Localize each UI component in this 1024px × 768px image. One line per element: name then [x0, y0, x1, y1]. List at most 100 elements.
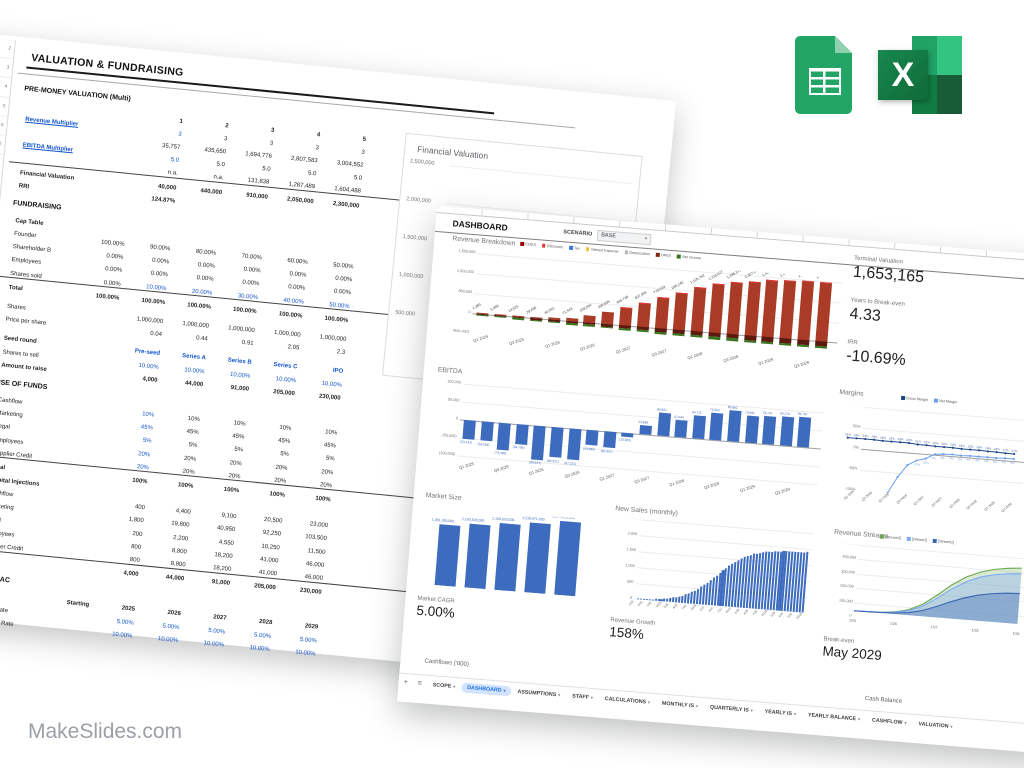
sheet-tab-scope[interactable]: SCOPE ▾ — [426, 679, 461, 692]
y-tick-label: 500,000 — [394, 309, 416, 318]
revenue-streams-chart[interactable]: Revenue Streams [Stream3] [stream2] [Strea… — [825, 529, 1024, 663]
row-number: 2 — [0, 38, 16, 60]
y-tick-label: 2,500 — [628, 517, 639, 521]
x-axis-label: 2027 — [497, 592, 508, 598]
tab-label: STAFF — [571, 692, 590, 701]
value-label: 84,797 — [797, 411, 808, 417]
sheet-tab-monthly-is[interactable]: MONTHLY IS ▾ — [656, 698, 705, 712]
value-label: (45,647) — [600, 448, 613, 454]
svg-text:24%: 24% — [871, 435, 878, 439]
sheets-grid-glyph — [809, 68, 841, 95]
scenario-select[interactable]: BASE ▾ — [596, 229, 652, 245]
sheet-tab-yearly-balance[interactable]: YEARLY BALANCE ▾ — [802, 709, 867, 724]
makeslides-logo[interactable]: MakeSlides.com — [28, 720, 183, 743]
x-axis-label: 1/25 — [627, 599, 635, 607]
value-label: (54,794) — [512, 444, 525, 450]
margins-chart[interactable]: Margins Gross Margin Net Margin 100% 50% 0%… — [829, 389, 1024, 542]
bar — [672, 291, 688, 332]
plot-area: 1,051,265,000 2025 1,103,828,000 2026 1,159,… — [419, 506, 597, 598]
svg-text:19%: 19% — [959, 444, 966, 448]
value-label: 1,389 — [471, 302, 482, 311]
sheet-tab-quarterly-is[interactable]: QUARTERLY IS ▾ — [704, 702, 760, 716]
legend-label: Tax — [573, 246, 581, 251]
bar — [618, 328, 631, 331]
svg-text:24%: 24% — [845, 432, 852, 436]
value-label: 47,044 — [673, 414, 684, 420]
x-axis-label: 1/25 — [848, 618, 857, 623]
x-axis-label: 2026 — [467, 589, 478, 596]
svg-text:4%: 4% — [993, 460, 998, 464]
bar — [707, 336, 721, 340]
bar — [549, 426, 564, 458]
svg-text:20%: 20% — [941, 442, 948, 446]
x-axis-label: 2029 — [558, 597, 568, 598]
x-axis-label: 1/29 — [1012, 631, 1020, 637]
x-axis-label: 7/28 — [751, 609, 758, 617]
sheet-tab-staff[interactable]: STAFF ▾ — [566, 690, 599, 703]
svg-text:-17%: -17% — [913, 462, 921, 467]
svg-text:17%: 17% — [1011, 449, 1018, 453]
tab-label: ASSUMPTIONS — [517, 688, 557, 698]
dashboard-title: DASHBOARD — [452, 218, 509, 233]
tab-label: QUARTERLY IS — [709, 704, 749, 714]
all-sheets-menu-icon[interactable]: ≡ — [417, 680, 423, 688]
chevron-down-icon: ▾ — [453, 683, 456, 690]
svg-text:17%: 17% — [1002, 448, 1009, 452]
sheet-tab-dashboard[interactable]: DASHBOARD ▾ — [460, 682, 512, 697]
tab-label: YEARLY BALANCE — [807, 711, 857, 722]
bar — [547, 321, 560, 324]
sheet-tab-valuation[interactable]: VALUATION ▾ — [912, 718, 959, 732]
x-axis-label: Q1 2029 — [983, 500, 996, 512]
tab-label: MONTHLY IS — [661, 700, 695, 709]
value-label: 23,994 — [638, 420, 649, 426]
x-axis-label: 7/26 — [680, 603, 688, 611]
x-axis-label: Q3 2026 — [895, 493, 908, 505]
x-axis-label: 7/25 — [645, 600, 653, 608]
sheet-tab-yearly-is[interactable]: YEARLY IS ▾ — [758, 706, 802, 719]
x-axis-label: Q1 2028 — [948, 497, 961, 510]
svg-text:24%: 24% — [854, 433, 861, 437]
bar — [797, 344, 810, 348]
x-axis-label: Q3 2029 — [774, 486, 791, 496]
sheet-tab-calculations[interactable]: CALCULATIONS ▾ — [598, 693, 656, 708]
value-label: 445,738 — [615, 295, 630, 305]
y-tick-label: 50,000 — [447, 397, 460, 403]
bar — [656, 412, 671, 437]
cell: 205,000 — [253, 583, 276, 592]
bar — [524, 522, 551, 594]
bar — [601, 311, 615, 325]
y-tick-label: (100,000) — [438, 450, 456, 456]
sheet-tab-assumptions[interactable]: ASSUMPTIONS ▾ — [511, 686, 567, 700]
gridline — [639, 535, 813, 551]
y-tick-label: 100,000 — [447, 379, 462, 385]
bar — [554, 521, 582, 597]
cell: 4,000 — [142, 376, 158, 384]
legend-swatch — [934, 398, 938, 403]
row-number: 8 — [0, 153, 5, 175]
value-label: 607,356 — [634, 290, 648, 300]
row-number: 6 — [0, 115, 9, 136]
value-label: 5,569 — [489, 304, 500, 312]
cell — [43, 631, 89, 635]
chevron-down-icon: ▾ — [695, 703, 699, 709]
add-sheet-icon[interactable]: + — [403, 678, 409, 687]
google-sheets-icon — [795, 36, 852, 114]
y-tick-label: 0 — [455, 416, 459, 421]
y-tick-label: 2,000,000 — [406, 196, 431, 205]
sheet-tab-bar: + ≡ SCOPE ▾ DASHBOARD ▾ ASSUMPTIONS ▾ STAFF ▾ CA… — [398, 672, 1024, 744]
sheet-tab-cashflow[interactable]: CASHFLOW ▾ — [866, 715, 913, 729]
x-axis-label: 4/28 — [742, 608, 750, 616]
y-tick-label: 1,000 — [625, 563, 635, 569]
bar — [779, 416, 795, 447]
x-axis-label: Q3 2029 — [1000, 501, 1014, 514]
svg-text:20%: 20% — [932, 441, 939, 445]
bar — [709, 413, 724, 441]
x-axis-label: 7/29 — [786, 612, 794, 620]
value-label: 936,240 — [670, 279, 685, 290]
svg-text:3%: 3% — [940, 456, 945, 460]
x-axis-label: 10/27 — [724, 606, 733, 615]
bar — [672, 333, 685, 337]
bar — [476, 314, 489, 317]
